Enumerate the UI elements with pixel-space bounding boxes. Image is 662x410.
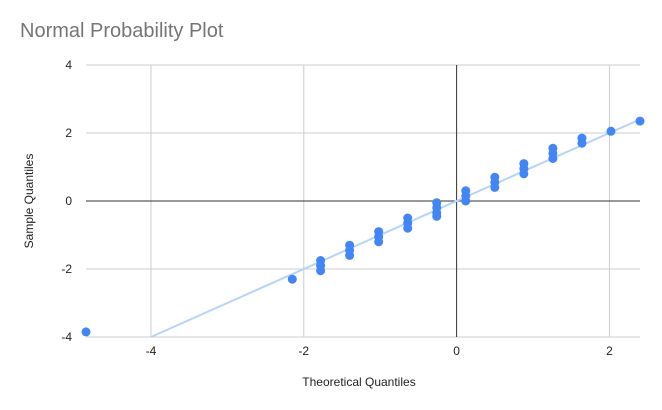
data-point — [316, 266, 325, 275]
trendline-layer — [151, 119, 640, 337]
data-point — [374, 237, 383, 246]
data-point — [403, 224, 412, 233]
data-point — [548, 154, 557, 163]
data-point — [345, 251, 354, 260]
y-tick-label: 4 — [65, 58, 72, 72]
x-tick-label: 0 — [453, 344, 460, 358]
y-tick-label: 0 — [65, 194, 72, 208]
data-point — [519, 169, 528, 178]
x-tick-label: 2 — [606, 344, 613, 358]
y-tick-label: -2 — [61, 262, 72, 276]
x-axis-label: Theoretical Quantiles — [302, 375, 415, 389]
data-point — [490, 183, 499, 192]
data-point — [636, 117, 645, 126]
trendline — [151, 119, 640, 337]
data-point — [288, 275, 297, 284]
data-point — [432, 212, 441, 221]
y-tick-label: -4 — [61, 330, 72, 344]
data-point — [606, 127, 615, 136]
data-point — [461, 197, 470, 206]
y-axis-label: Sample Quantiles — [22, 154, 36, 249]
x-tick-label: -4 — [146, 344, 157, 358]
data-point — [82, 327, 91, 336]
tick-labels: -4 -2 0 2 4 -4 -2 0 2 — [61, 58, 613, 358]
x-tick-label: -2 — [298, 344, 309, 358]
zero-axes — [86, 65, 640, 337]
data-point — [577, 139, 586, 148]
y-tick-label: 2 — [65, 126, 72, 140]
data-points — [82, 117, 645, 337]
